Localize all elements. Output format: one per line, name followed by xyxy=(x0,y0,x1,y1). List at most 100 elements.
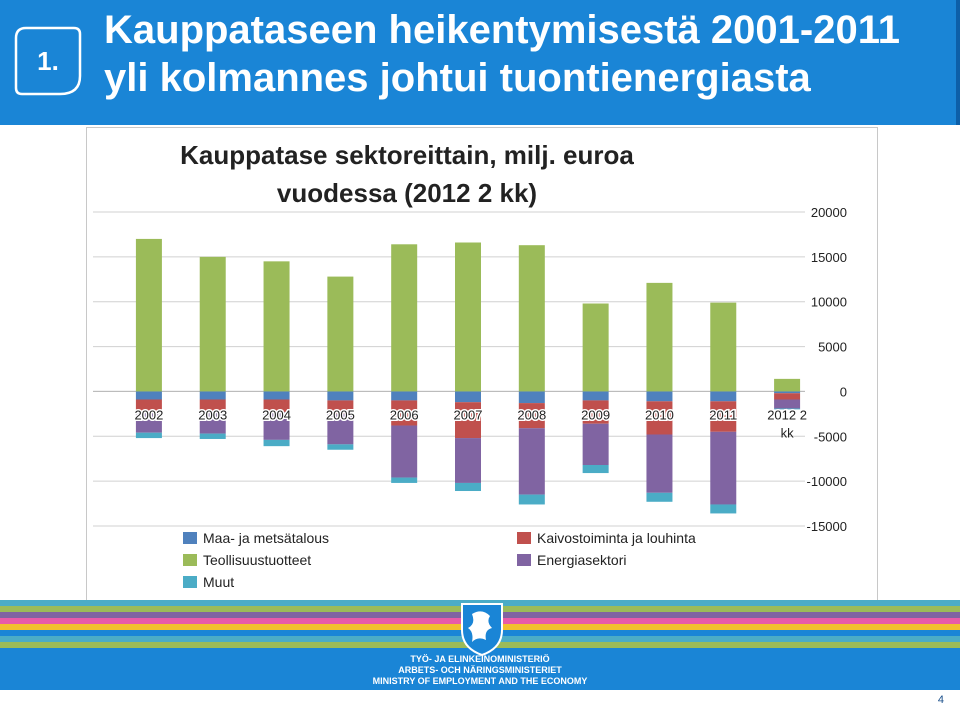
chart-title-line-2: vuodessa (2012 2 kk) xyxy=(276,178,538,208)
x-tick-label-2: 2004 xyxy=(262,407,291,422)
bar-4-2 xyxy=(263,439,290,447)
bar-4-0 xyxy=(135,432,162,439)
lion-emblem-icon xyxy=(461,603,503,657)
ministry-name-sv: ARBETS- OCH NÄRINGSMINISTERIET xyxy=(398,665,562,675)
bar-0-3 xyxy=(327,391,354,401)
bar-4-10 xyxy=(774,408,801,410)
bar-0-5 xyxy=(455,391,481,403)
header-band xyxy=(0,0,960,125)
ministry-name-en: MINISTRY OF EMPLOYMENT AND THE ECONOMY xyxy=(372,676,588,686)
bar-2-3 xyxy=(327,276,354,392)
bar-4-1 xyxy=(199,433,226,439)
x-tick-label-bg-3: 2005 xyxy=(326,407,355,422)
slide-number: 1. xyxy=(37,46,59,76)
x-tick-label-3: 2005 xyxy=(326,407,355,422)
bar-4-4 xyxy=(391,477,418,483)
x-tick-label-10: 2012 2 xyxy=(767,407,807,422)
bar-2-0 xyxy=(135,238,162,392)
legend-swatch-1 xyxy=(517,532,531,544)
legend-swatch-3 xyxy=(517,554,531,566)
bar-0-2 xyxy=(263,391,290,400)
bar-3-5 xyxy=(455,438,481,483)
bar-2-9 xyxy=(710,302,737,392)
x-tick-label-7: 2009 xyxy=(581,407,610,422)
x-tick-label-2-10: kk xyxy=(781,425,795,440)
bar-1-6 xyxy=(518,403,545,429)
bar-0-4 xyxy=(391,391,418,401)
x-tick-label-4: 2006 xyxy=(390,407,419,422)
bar-0-6 xyxy=(518,391,545,404)
chart-title: Kauppatase sektoreittain, milj. euroa vu… xyxy=(87,136,727,212)
bar-3-8 xyxy=(646,434,673,493)
bar-1-3 xyxy=(327,400,354,414)
bar-2-5 xyxy=(455,242,481,392)
x-tick-label-8: 2010 xyxy=(645,407,674,422)
x-tick-label-9: 2011 xyxy=(709,407,737,422)
bar-4-3 xyxy=(327,444,354,450)
ministry-lion-logo xyxy=(456,600,508,658)
bar-2-7 xyxy=(582,303,609,392)
chart-frame: Kauppatase sektoreittain, milj. euroa vu… xyxy=(86,127,878,602)
bar-1-9 xyxy=(710,401,737,432)
y-tick-label-4: 0 xyxy=(840,384,847,399)
x-tick-label-bg-4: 2006 xyxy=(390,407,419,422)
ministry-name-fi: TYÖ- JA ELINKEINOMINISTERIÖ xyxy=(410,654,550,664)
bar-4-7 xyxy=(582,464,609,474)
y-tick-label-0: 20000 xyxy=(811,205,847,220)
page-title-line-2: yli kolmannes johtui tuontienergiasta xyxy=(104,56,811,100)
footer-bottom-bar xyxy=(0,690,960,716)
y-tick-label-1: 15000 xyxy=(811,250,847,265)
header: 1. Kauppataseen heikentymisestä 2001-201… xyxy=(0,0,960,125)
legend-swatch-0 xyxy=(183,532,197,544)
bar-1-8 xyxy=(646,401,673,435)
page-number: 4 xyxy=(937,694,944,706)
x-tick-label-bg-1: 2003 xyxy=(198,407,227,422)
bar-0-10 xyxy=(774,391,801,394)
bar-1-10 xyxy=(774,393,801,400)
x-tick-label-bg-0: 2002 xyxy=(134,407,163,422)
bar-2-2 xyxy=(263,261,290,392)
bar-0-0 xyxy=(135,391,162,400)
bar-2-8 xyxy=(646,282,673,392)
page-title-line-1: Kauppataseen heikentymisestä 2001-2011 xyxy=(104,8,900,52)
badge-shape xyxy=(14,26,82,96)
bar-1-1 xyxy=(199,399,226,412)
x-tick-label-1: 2003 xyxy=(198,407,227,422)
bar-4-9 xyxy=(710,504,737,514)
x-tick-label-bg-2: 2004 xyxy=(262,407,291,422)
bar-1-0 xyxy=(135,399,162,412)
bar-0-7 xyxy=(582,391,609,401)
legend-swatch-2 xyxy=(183,554,197,566)
bar-1-5 xyxy=(455,402,481,439)
bar-4-8 xyxy=(646,492,673,502)
x-tick-label-6: 2008 xyxy=(517,407,546,422)
legend-label-0: Maa- ja metsätalous xyxy=(203,530,329,546)
chart-title-line-1: Kauppatase sektoreittain, milj. euroa xyxy=(180,140,634,170)
bar-3-7 xyxy=(582,423,609,465)
bar-1-4 xyxy=(391,400,418,426)
bar-4-5 xyxy=(455,482,481,492)
legend-label-2: Teollisuustuotteet xyxy=(203,552,311,568)
legend-swatch-4 xyxy=(183,576,197,588)
bar-3-1 xyxy=(199,411,226,434)
bar-3-10 xyxy=(774,399,801,409)
bar-3-0 xyxy=(135,411,162,433)
y-tick-label-2: 10000 xyxy=(811,295,847,310)
bar-4-6 xyxy=(518,494,545,505)
bar-1-7 xyxy=(582,400,609,424)
bar-2-6 xyxy=(518,245,545,392)
bar-3-6 xyxy=(518,428,545,495)
x-tick-label-bg-6: 2008 xyxy=(517,407,546,422)
bar-0-9 xyxy=(710,391,737,402)
bar-2-1 xyxy=(199,256,226,392)
x-tick-label-bg-8: 2010 xyxy=(645,407,674,422)
y-tick-label-7: -15000 xyxy=(807,519,847,534)
bar-3-3 xyxy=(327,413,354,445)
bar-0-8 xyxy=(646,391,673,402)
bar-2-4 xyxy=(391,244,418,392)
bar-3-9 xyxy=(710,431,737,505)
bar-3-2 xyxy=(263,412,290,440)
page-title: Kauppataseen heikentymisestä 2001-2011 y… xyxy=(104,6,900,102)
bar-1-2 xyxy=(263,399,290,413)
x-tick-label-bg-7: 2009 xyxy=(581,407,610,422)
